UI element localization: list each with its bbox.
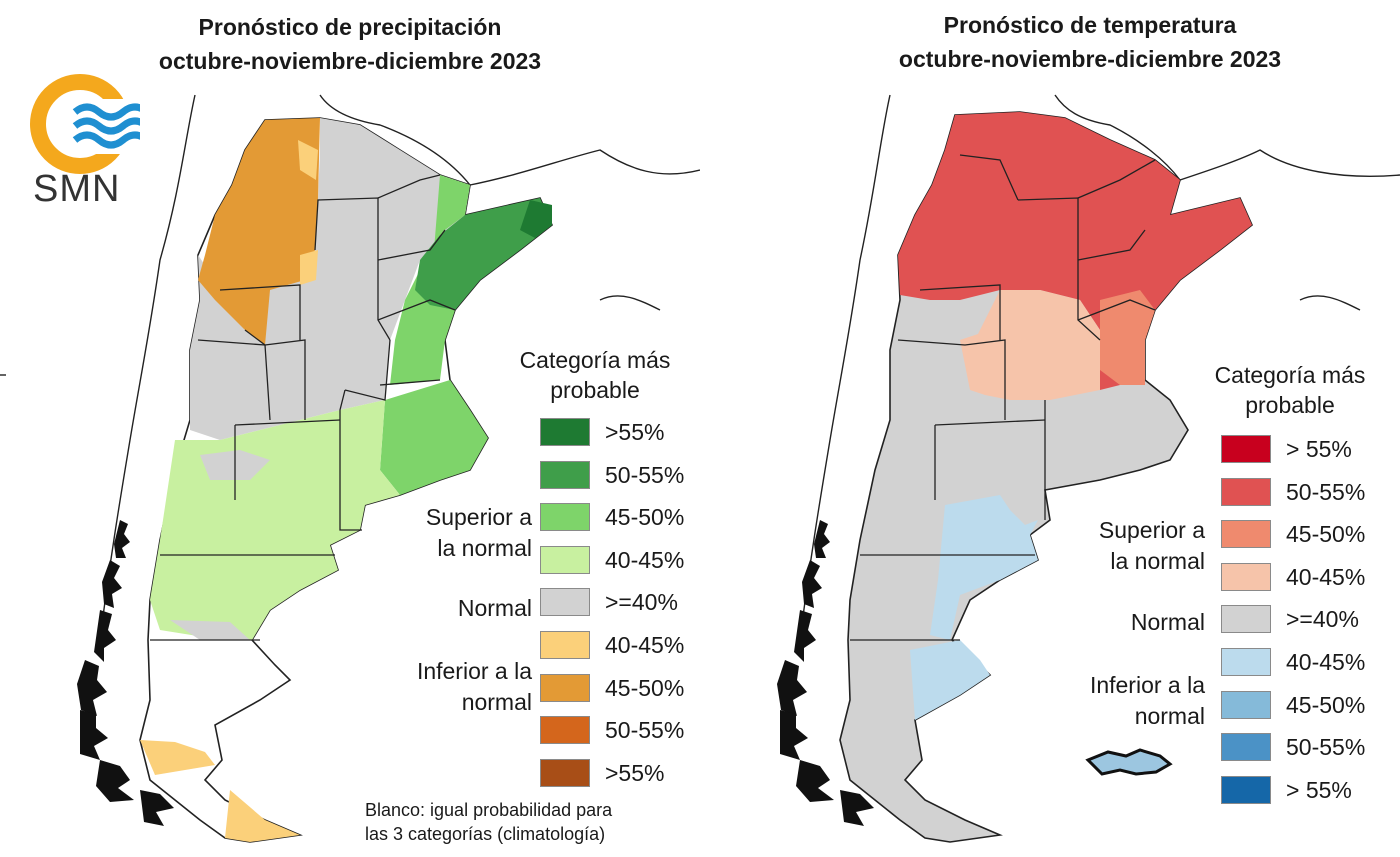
temp-legend-swatch — [1221, 562, 1271, 591]
precip-legend-swatch — [540, 631, 590, 659]
temp-legend-swatch — [1221, 690, 1271, 719]
temp-legend-swatch — [1221, 605, 1271, 634]
precip-legend-swatch — [540, 460, 590, 489]
precip-legend-label: 50-55% — [605, 461, 685, 488]
province-borders — [850, 154, 1156, 641]
temp-legend-label: 40-45% — [1286, 563, 1366, 590]
neighbor-borders — [799, 94, 1400, 641]
precip-legend-label: 45-50% — [605, 674, 685, 701]
temp-legend-label: > 55% — [1286, 776, 1352, 803]
neighbor-borders — [0, 94, 700, 641]
chile-islands — [77, 520, 174, 826]
precip-legend-swatch — [540, 503, 590, 532]
precip-legend-label: 40-45% — [605, 632, 685, 658]
precip-legend-swatch — [540, 545, 590, 574]
temp-legend-label: >=40% — [1286, 606, 1359, 633]
precip-legend-title: Categoría más probable — [519, 347, 671, 403]
precip-legend-swatch — [540, 716, 590, 745]
temp-legend-swatch — [1221, 648, 1271, 676]
precip-legend-label: >55% — [605, 759, 665, 786]
precip-legend-label: >=40% — [605, 589, 678, 616]
precip-legend-swatch — [540, 418, 590, 446]
temp-title: Pronóstico de temperatura octubre-noviemb… — [898, 12, 1282, 72]
temp-group-below: Inferior a la normal — [1089, 672, 1205, 729]
precip-legend-label: 50-55% — [605, 717, 685, 744]
temp-legend-label: 50-55% — [1286, 478, 1366, 505]
temp-legend-label: > 55% — [1286, 436, 1352, 462]
precip-note: Blanco: igual probabilidad para las 3 cat… — [365, 800, 613, 844]
precip-legend-swatch — [540, 588, 590, 617]
smn-logo-icon — [30, 74, 140, 174]
temp-legend-label: 45-50% — [1286, 521, 1366, 548]
precip-legend-label: 40-45% — [605, 546, 685, 573]
temp-legend-swatch — [1221, 520, 1271, 549]
temp-map — [777, 94, 1400, 843]
precip-legend-swatch — [540, 673, 590, 702]
temp-group-above: Superior a la normal — [1098, 517, 1205, 574]
precip-group-above: Superior a la normal — [425, 504, 532, 561]
temp-group-normal: Normal — [1130, 609, 1205, 635]
temp-legend-label: 50-55% — [1286, 734, 1366, 761]
temp-legend-swatch — [1221, 477, 1271, 506]
temp-legend-swatch — [1221, 435, 1271, 463]
precip-group-normal: Normal — [457, 595, 532, 621]
province-borders — [150, 174, 456, 641]
temp-legend-label: 40-45% — [1286, 649, 1366, 675]
logo-text: SMN — [33, 168, 121, 210]
precip-title: Pronóstico de precipitación octubre-novie… — [158, 14, 542, 74]
precip-legend-swatch — [540, 758, 590, 787]
precip-legend-label: >55% — [605, 419, 665, 445]
precip-legend-label: 45-50% — [605, 504, 685, 531]
precip-group-below: Inferior a la normal — [416, 658, 532, 715]
temp-legend-title: Categoría más probable — [1214, 362, 1366, 418]
malvinas-islands — [1085, 748, 1173, 776]
precip-map — [0, 94, 700, 843]
temp-legend-swatch — [1221, 775, 1271, 804]
temp-legend-swatch — [1221, 733, 1271, 762]
chile-islands — [777, 520, 874, 826]
temp-legend-label: 45-50% — [1286, 691, 1366, 718]
